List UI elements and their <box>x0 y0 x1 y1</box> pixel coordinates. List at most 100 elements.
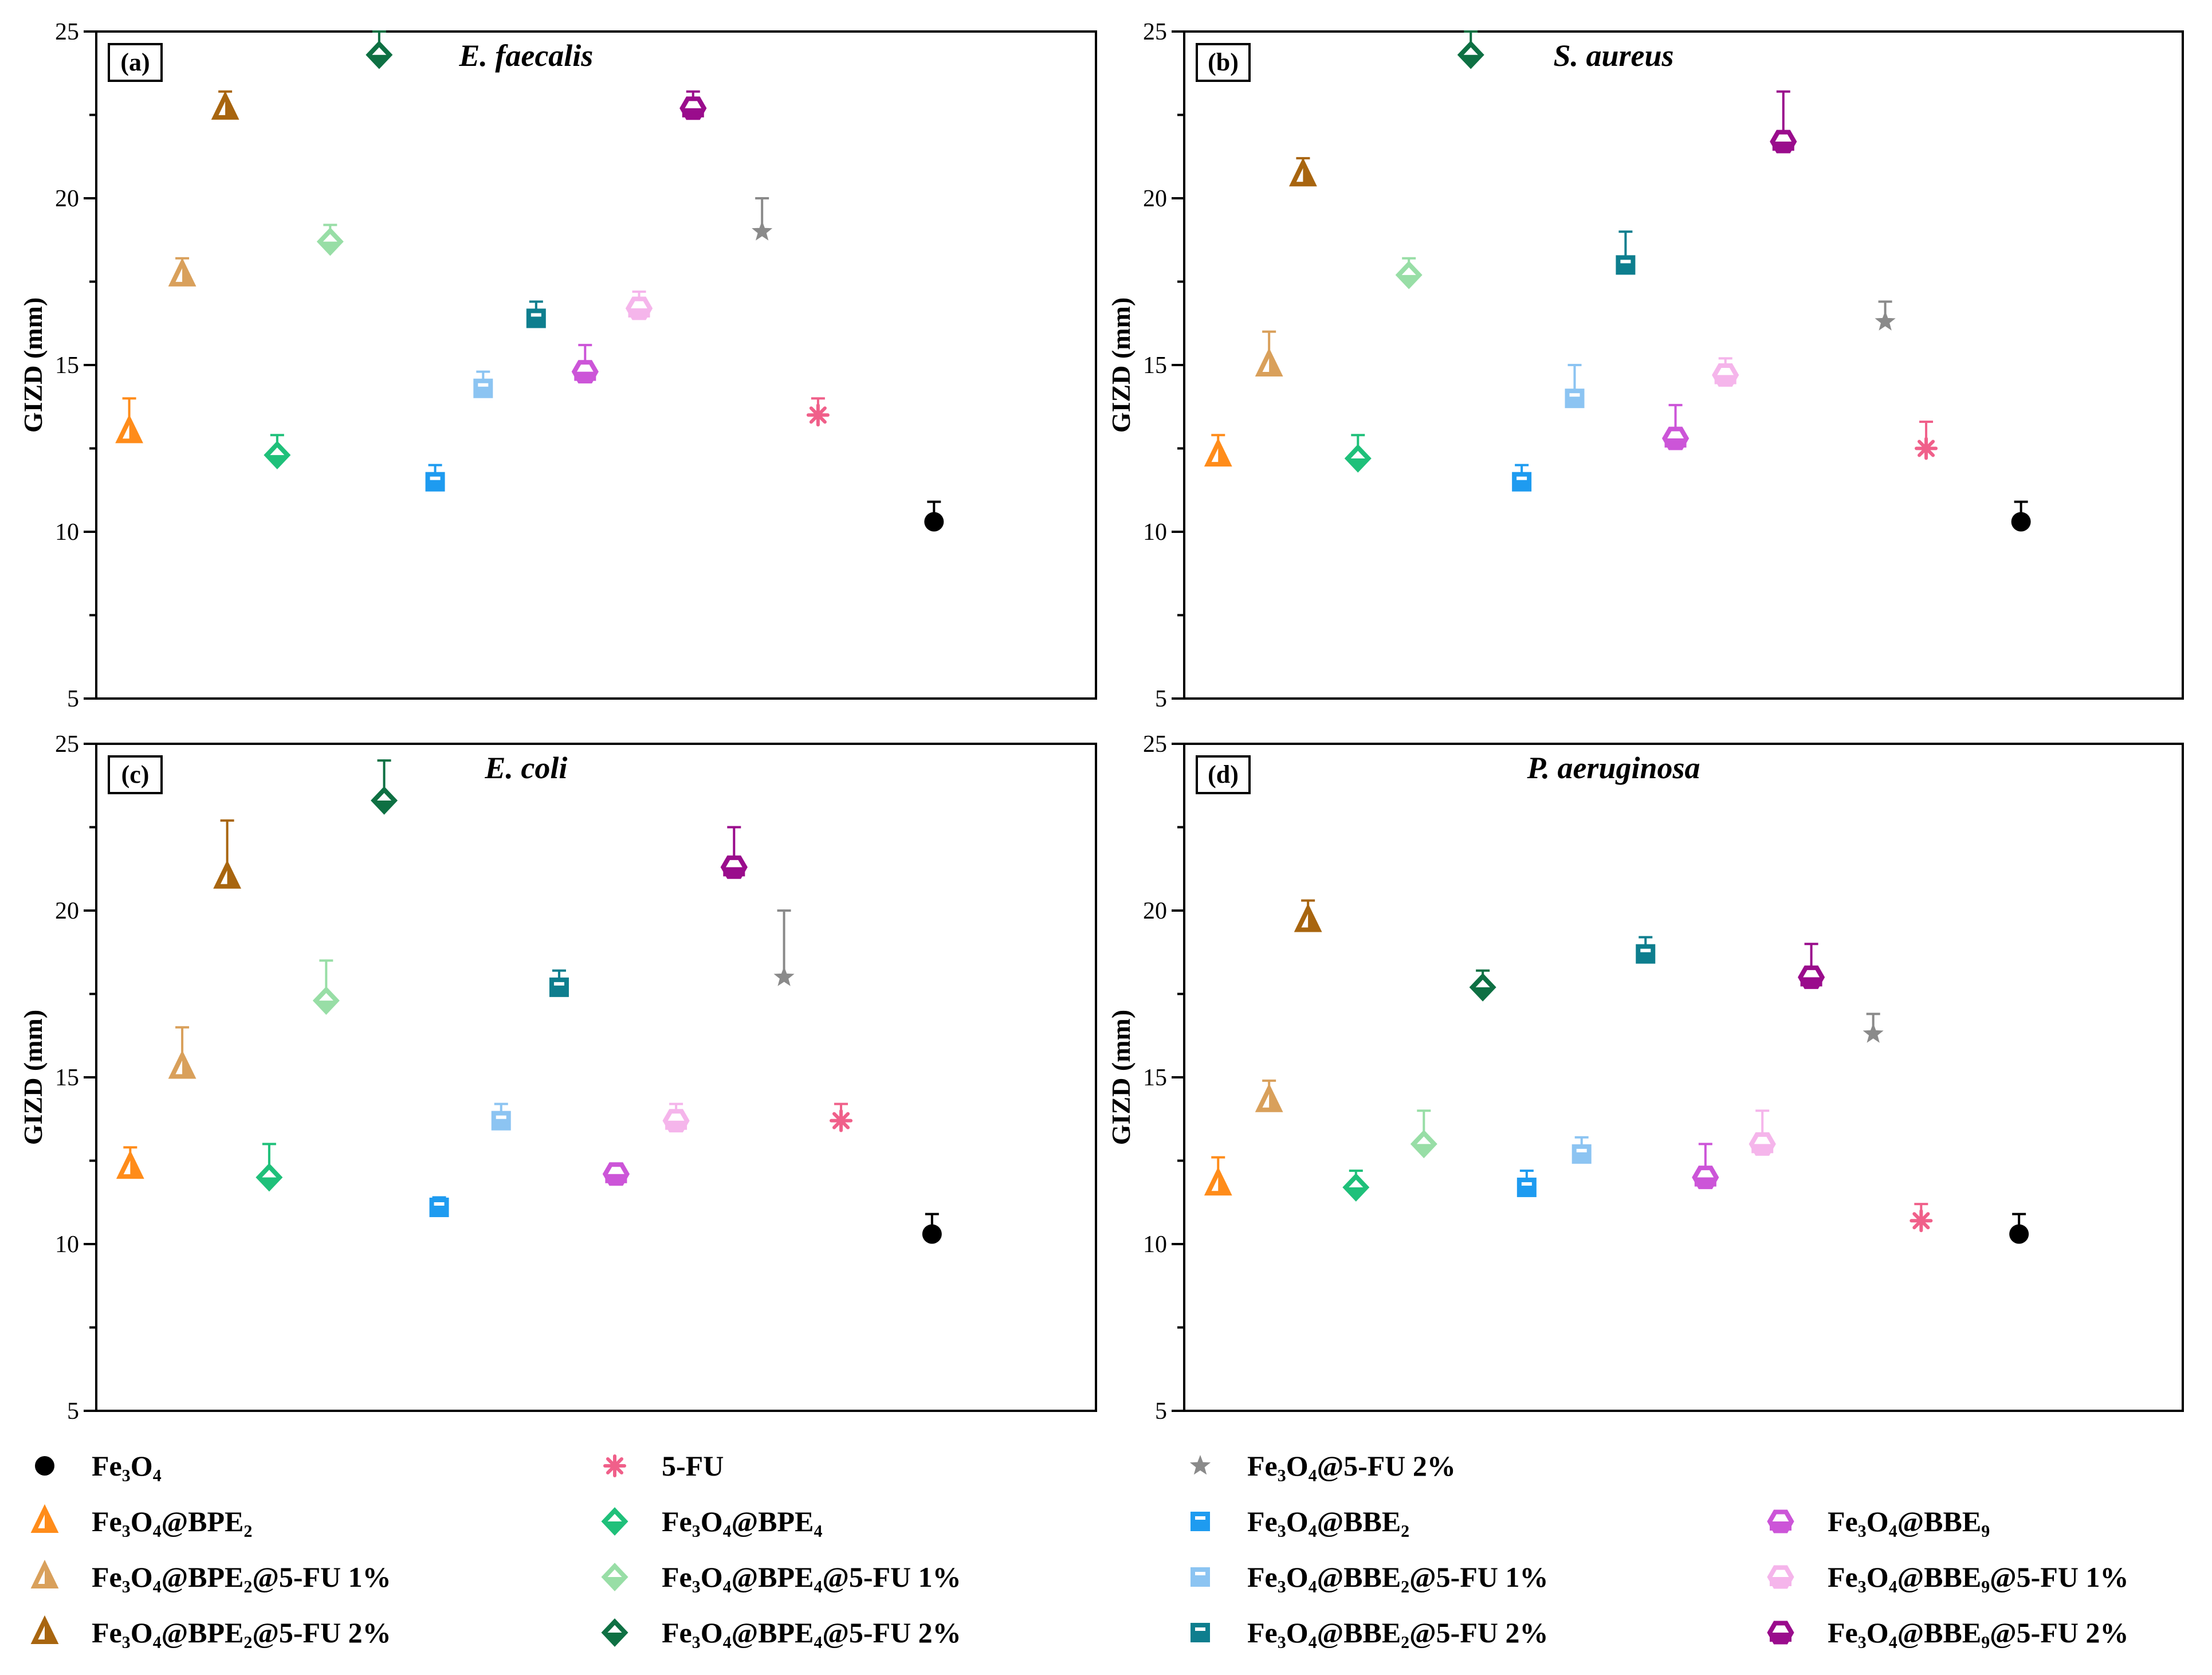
data-point-bpe2 <box>116 1150 144 1179</box>
data-point-bpe2 <box>115 414 143 444</box>
legend-label: Fe₃O₄@BBE₉@5-FU 2% <box>1828 1617 2128 1649</box>
y-tick-label: 15 <box>55 352 79 379</box>
legend-item: Fe₃O₄@BBE₂ <box>1191 1505 1409 1537</box>
legend-item: Fe₃O₄@BBE₉@5-FU 1% <box>1767 1561 2128 1593</box>
legend-marker <box>601 1563 628 1591</box>
data-point-bbe9-1 <box>1712 363 1739 387</box>
data-point-bbe9-2 <box>1797 965 1825 989</box>
data-point-fefu2 <box>773 966 795 986</box>
data-point-bpe4 <box>1344 444 1372 473</box>
data-point-bbe2-2 <box>1636 944 1656 964</box>
data-point-bpe4 <box>256 1163 283 1192</box>
data-point-bbe9-1 <box>662 1109 690 1133</box>
plot-frame <box>95 743 1097 1412</box>
chart-title: E. coli <box>484 751 567 785</box>
legend-label: Fe₃O₄@BBE₂@5-FU 1% <box>1247 1561 1548 1593</box>
legend-item: Fe₃O₄@BBE₂@5-FU 1% <box>1191 1561 1548 1593</box>
legend-item: Fe₃O₄@BPE₄@5-FU 2% <box>601 1617 961 1649</box>
chart-panel-3: 5 10 15 20 25 GIZD (mm) (c) E. coli <box>18 731 1097 1425</box>
plot-frame <box>95 30 1097 700</box>
data-point-bpe2 <box>1204 437 1232 467</box>
legend-marker <box>1767 1565 1794 1589</box>
data-point-bbe9-1 <box>625 296 653 320</box>
legend-marker <box>1189 1455 1211 1475</box>
legend-marker <box>30 1504 59 1533</box>
y-axis-label: GIZD (mm) <box>18 1010 48 1145</box>
data-point-bbe2-1 <box>491 1111 511 1131</box>
y-tick-label: 20 <box>55 186 79 212</box>
y-tick-label: 15 <box>1143 352 1167 379</box>
data-point-fe3o4 <box>2009 1224 2029 1244</box>
legend-marker <box>601 1507 628 1536</box>
legend-label: Fe₃O₄@BBE₂ <box>1247 1505 1409 1537</box>
data-point-bpe2-2 <box>1289 158 1317 187</box>
legend-marker <box>601 1618 628 1647</box>
data-point-bpe4-1 <box>316 227 344 256</box>
legend-item: Fe₃O₄@BPE₂@5-FU 1% <box>30 1559 391 1593</box>
legend-label: Fe₃O₄@BPE₄@5-FU 1% <box>662 1561 961 1593</box>
y-tick-label: 15 <box>55 1065 79 1091</box>
data-point-fefu2 <box>752 221 773 241</box>
legend-label: Fe₃O₄@BPE₂@5-FU 1% <box>92 1561 391 1593</box>
legend-marker <box>1191 1512 1210 1531</box>
chart-title: S. aureus <box>1553 38 1673 73</box>
data-point-fu <box>806 403 830 427</box>
y-tick-label: 10 <box>55 519 79 546</box>
data-point-fu <box>1910 1209 1933 1233</box>
data-point-bpe4 <box>264 441 291 469</box>
data-point-bpe2-2 <box>213 860 241 889</box>
legend-item: Fe₃O₄@BPE₄@5-FU 1% <box>601 1561 961 1593</box>
y-tick-label: 25 <box>55 19 79 45</box>
data-point-bpe2 <box>1204 1167 1232 1196</box>
data-point-bbe2 <box>1516 1178 1537 1198</box>
panel-tag: (a) <box>120 48 150 76</box>
legend-label: Fe₃O₄@5-FU 2% <box>1247 1450 1456 1482</box>
legend-label: Fe₃O₄@BPE₂@5-FU 2% <box>92 1617 391 1649</box>
y-tick-label: 5 <box>67 1398 79 1425</box>
data-point-bpe4-1 <box>1410 1129 1437 1159</box>
data-point-bbe9 <box>1661 426 1690 450</box>
legend-item: Fe₃O₄@BPE₄ <box>601 1505 822 1537</box>
data-point-bbe2-2 <box>526 308 546 328</box>
panel-tag: (c) <box>121 760 150 789</box>
y-axis-label: GIZD (mm) <box>1106 297 1136 433</box>
legend-label: Fe₃O₄@BBE₉@5-FU 1% <box>1828 1561 2128 1593</box>
chart-panel-4: 5 10 15 20 25 GIZD (mm) (d) P. aeruginosa <box>1106 731 2184 1425</box>
panel-tag-box <box>108 755 163 794</box>
legend-label: Fe₃O₄@BBE₉ <box>1828 1505 1990 1537</box>
data-point-fu <box>1915 437 1938 460</box>
panel-tag-box <box>1196 43 1251 82</box>
y-tick-label: 15 <box>1143 1065 1167 1091</box>
data-point-bbe2-2 <box>549 977 569 997</box>
data-point-bbe9 <box>571 360 599 384</box>
data-point-bpe4-1 <box>1395 261 1423 289</box>
data-point-bbe9 <box>1692 1166 1719 1190</box>
legend-marker <box>1191 1623 1210 1642</box>
data-point-bpe2-1 <box>168 1050 197 1079</box>
legend-item: Fe₃O₄@BPE₂ <box>30 1504 252 1537</box>
y-tick-label: 10 <box>1143 1231 1167 1258</box>
plot-frame <box>1183 30 2184 700</box>
data-point-bbe9 <box>602 1162 630 1186</box>
legend-label: Fe₃O₄@BPE₄ <box>662 1505 822 1537</box>
legend-item: Fe₃O₄@BBE₉@5-FU 2% <box>1767 1617 2128 1649</box>
legend-marker <box>30 1615 59 1644</box>
legend-item: Fe₃O₄@5-FU 2% <box>1189 1450 1456 1482</box>
chart-panel-1: 5 10 15 20 25 GIZD (mm) (a) E. faecalis <box>18 19 1097 712</box>
data-point-fe3o4 <box>922 1224 942 1244</box>
y-tick-label: 25 <box>1143 731 1167 758</box>
y-axis-label: GIZD (mm) <box>18 297 48 433</box>
data-point-bpe2-2 <box>211 91 239 120</box>
data-point-bpe2-1 <box>1255 1083 1283 1112</box>
data-point-bbe2 <box>429 1197 449 1217</box>
legend-marker <box>30 1559 59 1588</box>
data-point-bbe2 <box>1512 472 1532 492</box>
data-point-bpe2-2 <box>1294 903 1322 932</box>
legend-label: Fe₃O₄ <box>92 1450 162 1482</box>
y-tick-label: 25 <box>55 731 79 758</box>
y-tick-label: 25 <box>1143 19 1167 45</box>
data-point-bbe9-2 <box>679 96 707 120</box>
y-tick-label: 5 <box>1155 1398 1167 1425</box>
data-point-bpe4-2 <box>366 40 393 69</box>
